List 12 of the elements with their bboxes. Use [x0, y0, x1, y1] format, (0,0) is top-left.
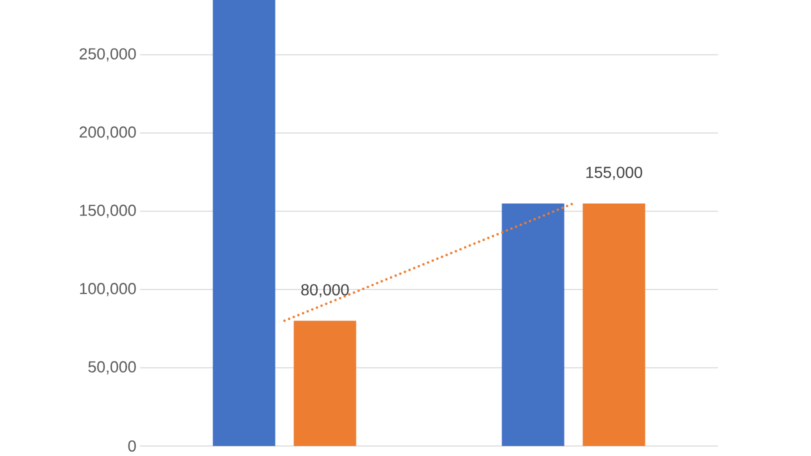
y-tick-label: 250,000	[80, 48, 136, 62]
bar	[582, 203, 646, 446]
y-tick-label: 0	[128, 440, 136, 452]
y-tick-label: 50,000	[88, 361, 136, 374]
y-tick-label: 150,000	[80, 204, 136, 218]
data-label: 155,000	[586, 166, 642, 180]
y-tick-label: 100,000	[80, 282, 136, 296]
bar	[294, 320, 356, 446]
bar	[502, 203, 564, 446]
data-label: 80,000	[301, 284, 349, 298]
bar	[212, 0, 276, 446]
y-tick-label: 200,000	[80, 126, 136, 140]
